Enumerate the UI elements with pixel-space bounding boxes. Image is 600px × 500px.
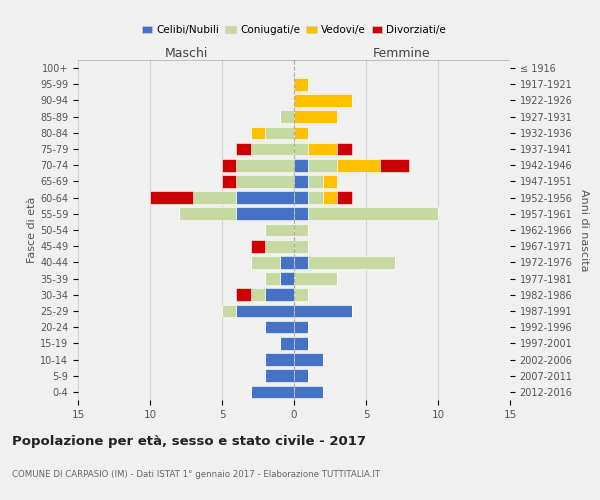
Bar xyxy=(236,159,294,172)
Bar xyxy=(308,192,323,204)
Bar xyxy=(308,208,438,220)
Bar xyxy=(251,386,294,398)
Bar xyxy=(294,304,352,318)
Bar xyxy=(337,159,380,172)
Bar xyxy=(294,208,308,220)
Bar xyxy=(265,240,294,252)
Bar xyxy=(294,386,323,398)
Bar xyxy=(294,272,337,285)
Bar xyxy=(294,240,308,252)
Bar xyxy=(265,321,294,334)
Bar xyxy=(265,126,294,139)
Bar xyxy=(236,192,294,204)
Bar xyxy=(294,159,308,172)
Bar xyxy=(236,304,294,318)
Bar xyxy=(294,78,308,90)
Bar xyxy=(294,353,323,366)
Bar xyxy=(193,192,236,204)
Bar xyxy=(380,159,409,172)
Bar xyxy=(265,353,294,366)
Bar xyxy=(222,304,236,318)
Bar xyxy=(179,208,236,220)
Bar xyxy=(323,175,337,188)
Bar xyxy=(280,272,294,285)
Y-axis label: Fasce di età: Fasce di età xyxy=(27,197,37,263)
Bar xyxy=(294,256,308,268)
Bar xyxy=(265,272,280,285)
Bar xyxy=(294,142,308,156)
Bar xyxy=(280,337,294,349)
Bar xyxy=(236,288,251,301)
Bar xyxy=(308,159,337,172)
Bar xyxy=(308,256,395,268)
Text: Femmine: Femmine xyxy=(373,47,431,60)
Bar xyxy=(222,159,236,172)
Text: Maschi: Maschi xyxy=(164,47,208,60)
Bar xyxy=(222,175,236,188)
Bar xyxy=(251,256,280,268)
Y-axis label: Anni di nascita: Anni di nascita xyxy=(579,188,589,271)
Bar xyxy=(265,288,294,301)
Bar xyxy=(251,288,265,301)
Bar xyxy=(280,110,294,123)
Text: COMUNE DI CARPASIO (IM) - Dati ISTAT 1° gennaio 2017 - Elaborazione TUTTITALIA.I: COMUNE DI CARPASIO (IM) - Dati ISTAT 1° … xyxy=(12,470,380,479)
Bar xyxy=(265,224,294,236)
Bar xyxy=(308,142,337,156)
Bar xyxy=(294,175,308,188)
Bar xyxy=(294,224,308,236)
Bar xyxy=(251,142,294,156)
Bar xyxy=(294,126,308,139)
Bar xyxy=(236,208,294,220)
Bar xyxy=(251,126,265,139)
Bar xyxy=(308,175,323,188)
Bar xyxy=(294,321,308,334)
Bar xyxy=(150,192,193,204)
Bar xyxy=(294,337,308,349)
Bar xyxy=(337,192,352,204)
Bar xyxy=(265,370,294,382)
Bar xyxy=(294,370,308,382)
Legend: Celibi/Nubili, Coniugati/e, Vedovi/e, Divorziati/e: Celibi/Nubili, Coniugati/e, Vedovi/e, Di… xyxy=(137,21,451,40)
Bar xyxy=(294,110,337,123)
Bar xyxy=(337,142,352,156)
Text: Popolazione per età, sesso e stato civile - 2017: Popolazione per età, sesso e stato civil… xyxy=(12,435,366,448)
Bar xyxy=(280,256,294,268)
Bar xyxy=(323,192,337,204)
Bar xyxy=(236,175,294,188)
Bar xyxy=(251,240,265,252)
Bar xyxy=(294,192,308,204)
Bar xyxy=(294,94,352,107)
Bar xyxy=(294,288,308,301)
Bar xyxy=(236,142,251,156)
